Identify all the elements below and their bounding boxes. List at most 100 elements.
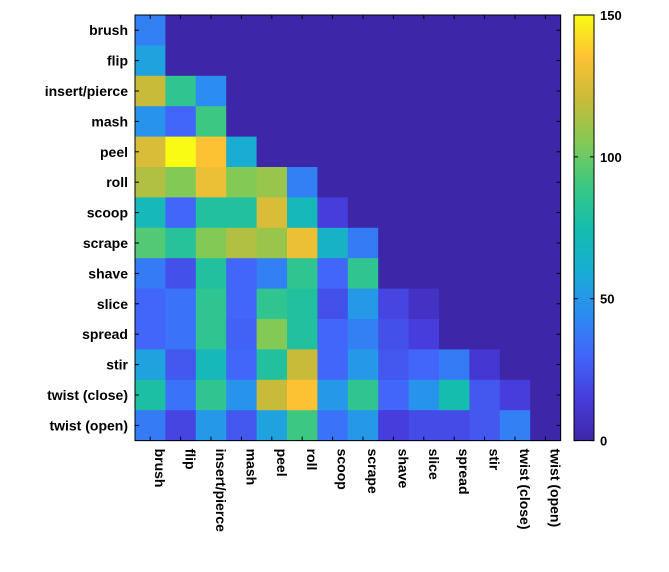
heatmap-cell <box>469 288 501 320</box>
heatmap-cell <box>439 288 470 320</box>
heatmap-cell <box>408 227 440 259</box>
y-tick-label: flip <box>107 53 128 69</box>
heatmap-cell <box>499 319 531 350</box>
heatmap-cell <box>317 15 349 46</box>
heatmap-cell <box>439 410 470 442</box>
heatmap-cell <box>499 45 531 77</box>
heatmap-cell <box>195 319 227 350</box>
heatmap-cell <box>439 349 470 381</box>
heatmap-cell <box>347 75 379 107</box>
heatmap-cell <box>347 15 379 46</box>
heatmap-cell <box>530 349 562 381</box>
heatmap-cell <box>317 410 349 442</box>
heatmap-cell <box>347 167 379 198</box>
heatmap-cell <box>408 75 440 107</box>
heatmap-cell <box>499 75 531 107</box>
heatmap-cell <box>165 75 197 107</box>
heatmap-cell <box>287 288 318 320</box>
heatmap-cell <box>439 106 470 138</box>
y-tick-label: stir <box>106 357 128 373</box>
heatmap-cell <box>165 136 197 168</box>
heatmap-cell <box>226 197 258 229</box>
heatmap-cell <box>378 197 410 229</box>
y-tick-label: spread <box>82 326 128 342</box>
heatmap-cell <box>408 45 440 77</box>
heatmap-cell <box>378 410 410 442</box>
heatmap-cell <box>317 288 349 320</box>
heatmap-cell <box>347 197 379 229</box>
heatmap-cell <box>530 136 562 168</box>
heatmap-cell <box>135 410 166 442</box>
heatmap-cell <box>347 379 379 411</box>
heatmap-cell <box>256 136 288 168</box>
heatmap-cell <box>226 106 258 138</box>
x-tick-label: stir <box>487 449 503 471</box>
heatmap-cell <box>287 75 318 107</box>
heatmap-cell <box>317 136 349 168</box>
heatmap-cell <box>439 15 470 46</box>
heatmap-cell <box>165 379 197 411</box>
heatmap-cell <box>499 288 531 320</box>
colorbar-tick-label: 150 <box>600 8 622 23</box>
heatmap-cell <box>378 288 410 320</box>
heatmap-cell <box>135 136 166 168</box>
heatmap-cell <box>256 258 288 290</box>
heatmap-cell <box>226 319 258 350</box>
y-tick-label: brush <box>89 22 128 38</box>
heatmap-cell <box>195 258 227 290</box>
heatmap-cell <box>287 136 318 168</box>
heatmap-cell <box>287 319 318 350</box>
heatmap-cell <box>378 379 410 411</box>
heatmap-cell <box>256 319 288 350</box>
heatmap-cell <box>165 349 197 381</box>
heatmap-cell <box>439 197 470 229</box>
heatmap-cell <box>439 167 470 198</box>
heatmap-cell <box>226 167 258 198</box>
heatmap-cell <box>317 379 349 411</box>
heatmap-cell <box>499 15 531 46</box>
heatmap-cell <box>317 75 349 107</box>
heatmap-cell <box>469 258 501 290</box>
heatmap-cell <box>226 75 258 107</box>
heatmap-cell <box>256 379 288 411</box>
heatmap-cell <box>195 197 227 229</box>
heatmap-cell <box>287 379 318 411</box>
heatmap-cell <box>287 258 318 290</box>
heatmap-cell <box>408 349 440 381</box>
heatmap-cell <box>256 15 288 46</box>
heatmap-cell <box>530 75 562 107</box>
plot-frame <box>134 14 562 442</box>
heatmap-cell <box>469 197 501 229</box>
heatmap-cell <box>408 15 440 46</box>
heatmap-cell <box>469 75 501 107</box>
heatmap-cell <box>226 15 258 46</box>
heatmap-cell <box>317 45 349 77</box>
heatmap-cell <box>530 379 562 411</box>
heatmap-cell <box>439 258 470 290</box>
heatmap-cell <box>287 410 318 442</box>
heatmap-cell <box>256 197 288 229</box>
heatmap-cell <box>530 410 562 442</box>
heatmap-cell <box>287 349 318 381</box>
heatmap-cell <box>408 379 440 411</box>
heatmap-cell <box>469 15 501 46</box>
heatmap-cell <box>347 106 379 138</box>
heatmap-cell <box>135 227 166 259</box>
heatmap-cell <box>165 227 197 259</box>
heatmap-cell <box>378 319 410 350</box>
x-tick-label: scoop <box>335 449 351 490</box>
heatmap-cell <box>378 349 410 381</box>
heatmap-cell <box>135 106 166 138</box>
heatmap-cell <box>439 319 470 350</box>
x-tick-label: twist (open) <box>547 449 563 528</box>
heatmap-cell <box>256 45 288 77</box>
y-tick-label: slice <box>97 296 128 312</box>
heatmap-cell <box>165 167 197 198</box>
heatmap-cell <box>469 227 501 259</box>
heatmap-cell <box>226 136 258 168</box>
heatmap-cell <box>195 227 227 259</box>
heatmap-cell <box>499 197 531 229</box>
heatmap-cell <box>226 410 258 442</box>
heatmap-cell <box>530 258 562 290</box>
y-tick-label: shave <box>88 265 128 281</box>
